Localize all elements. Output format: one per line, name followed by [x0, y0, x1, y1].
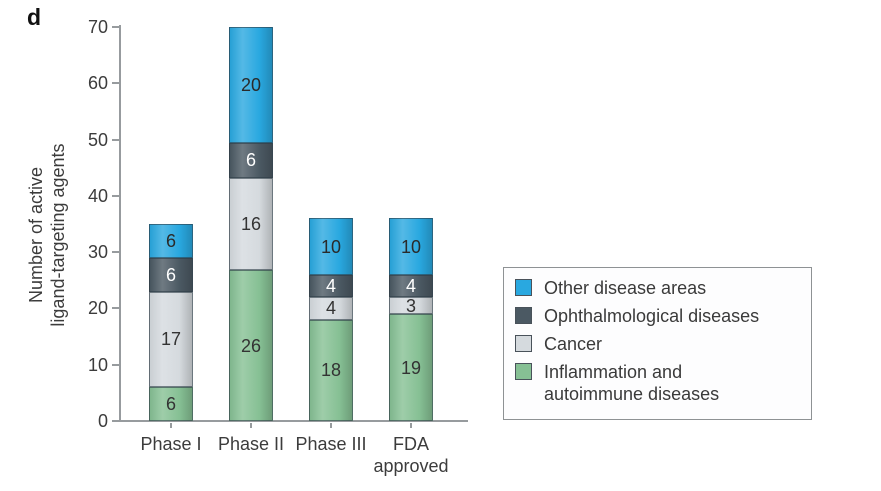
legend: Other disease areas Ophthalmological dise… — [503, 267, 812, 420]
legend-label: Cancer — [544, 333, 602, 355]
x-tick-mark — [330, 423, 332, 428]
x-tick-label: Phase I — [116, 433, 226, 455]
segment-value-label: 6 — [165, 264, 176, 285]
bar-segment-inflammation: 6 — [149, 387, 193, 421]
x-tick-mark — [170, 423, 172, 428]
y-tick-mark — [112, 138, 119, 141]
x-tick-label: Phase III — [276, 433, 386, 455]
bar-segment-ophthalmological: 4 — [309, 274, 353, 298]
segment-value-label: 3 — [405, 295, 416, 316]
legend-label-line: Cancer — [544, 334, 603, 354]
y-tick-label: 20 — [87, 298, 108, 319]
segment-value-label: 20 — [240, 74, 262, 95]
y-axis-line — [119, 25, 121, 422]
x-tick-label: FDA approved — [356, 433, 466, 477]
y-tick-label: 50 — [87, 129, 108, 150]
y-tick-label: 40 — [87, 185, 108, 206]
y-tick-mark — [112, 363, 119, 366]
segment-value-label: 16 — [240, 213, 262, 234]
bar-segment-inflammation: 18 — [309, 319, 353, 421]
y-tick-label: 70 — [87, 17, 108, 37]
legend-label: Inflammation and autoimmune diseases — [544, 361, 719, 405]
y-axis-title: Number of active ligand-targeting agents — [25, 85, 69, 385]
x-tick-label-line: FDA — [393, 434, 429, 454]
segment-value-label: 10 — [320, 236, 342, 257]
x-tick-mark — [410, 423, 412, 428]
bar-segment-other: 6 — [149, 224, 193, 258]
legend-item: Cancer — [515, 333, 801, 355]
y-tick-label: 0 — [97, 411, 108, 431]
legend-label-line: Inflammation and — [544, 362, 683, 382]
legend-label: Other disease areas — [544, 277, 706, 299]
segment-value-label: 4 — [325, 298, 336, 319]
y-tick-mark — [112, 194, 119, 197]
x-tick-label-line: Phase II — [217, 434, 285, 454]
y-tick-mark — [112, 307, 119, 310]
bar-segment-ophthalmological: 4 — [389, 274, 433, 298]
x-tick-label: Phase II — [196, 433, 306, 455]
legend-label: Ophthalmological diseases — [544, 305, 759, 327]
segment-value-label: 18 — [320, 360, 342, 381]
bar-segment-cancer: 4 — [309, 297, 353, 320]
x-axis-line — [119, 420, 468, 422]
x-tick-mark — [250, 423, 252, 428]
segment-value-label: 19 — [400, 357, 422, 378]
x-tick-label-line: Phase I — [140, 434, 202, 454]
segment-value-label: 10 — [400, 236, 422, 257]
bar-segment-cancer: 3 — [389, 295, 433, 316]
bar-segment-ophthalmological: 6 — [149, 257, 193, 292]
x-tick-label-line: Phase III — [295, 434, 367, 454]
segment-value-label: 6 — [165, 394, 176, 415]
bar-segment-cancer: 17 — [149, 291, 193, 388]
y-tick-label: 30 — [87, 242, 108, 263]
legend-item: Other disease areas — [515, 277, 801, 299]
segment-value-label: 6 — [165, 230, 176, 251]
bar-segment-other: 20 — [229, 27, 273, 143]
y-tick-label: 60 — [87, 73, 108, 94]
y-tick-mark — [112, 82, 119, 85]
y-tick-mark — [112, 251, 119, 254]
segment-value-label: 26 — [240, 335, 262, 356]
legend-label-line: autoimmune diseases — [544, 384, 720, 404]
legend-label-line: Ophthalmological diseases — [544, 306, 760, 326]
bar-segment-inflammation: 19 — [389, 314, 433, 421]
y-tick-mark — [112, 420, 119, 422]
legend-swatch — [515, 363, 532, 380]
legend-label-line: Other disease areas — [544, 278, 707, 298]
panel-label: d — [27, 4, 42, 30]
bar-segment-other: 10 — [389, 218, 433, 275]
segment-value-label: 4 — [405, 275, 416, 296]
legend-item: Inflammation and autoimmune diseases — [515, 361, 801, 405]
legend-item: Ophthalmological diseases — [515, 305, 801, 327]
y-tick-label: 10 — [87, 354, 108, 375]
bar-segment-other: 10 — [309, 218, 353, 275]
legend-swatch — [515, 279, 532, 296]
bar-segment-cancer: 16 — [229, 177, 273, 271]
legend-swatch — [515, 307, 532, 324]
y-axis-title-line1: Number of active — [26, 166, 46, 304]
segment-value-label: 6 — [245, 150, 256, 171]
segment-value-label: 4 — [325, 275, 336, 296]
x-tick-label-line: approved — [373, 456, 449, 476]
bar-segment-ophthalmological: 6 — [229, 142, 273, 178]
y-tick-mark — [112, 26, 119, 28]
bar-segment-inflammation: 26 — [229, 270, 273, 421]
segment-value-label: 17 — [160, 329, 182, 350]
legend-swatch — [515, 335, 532, 352]
